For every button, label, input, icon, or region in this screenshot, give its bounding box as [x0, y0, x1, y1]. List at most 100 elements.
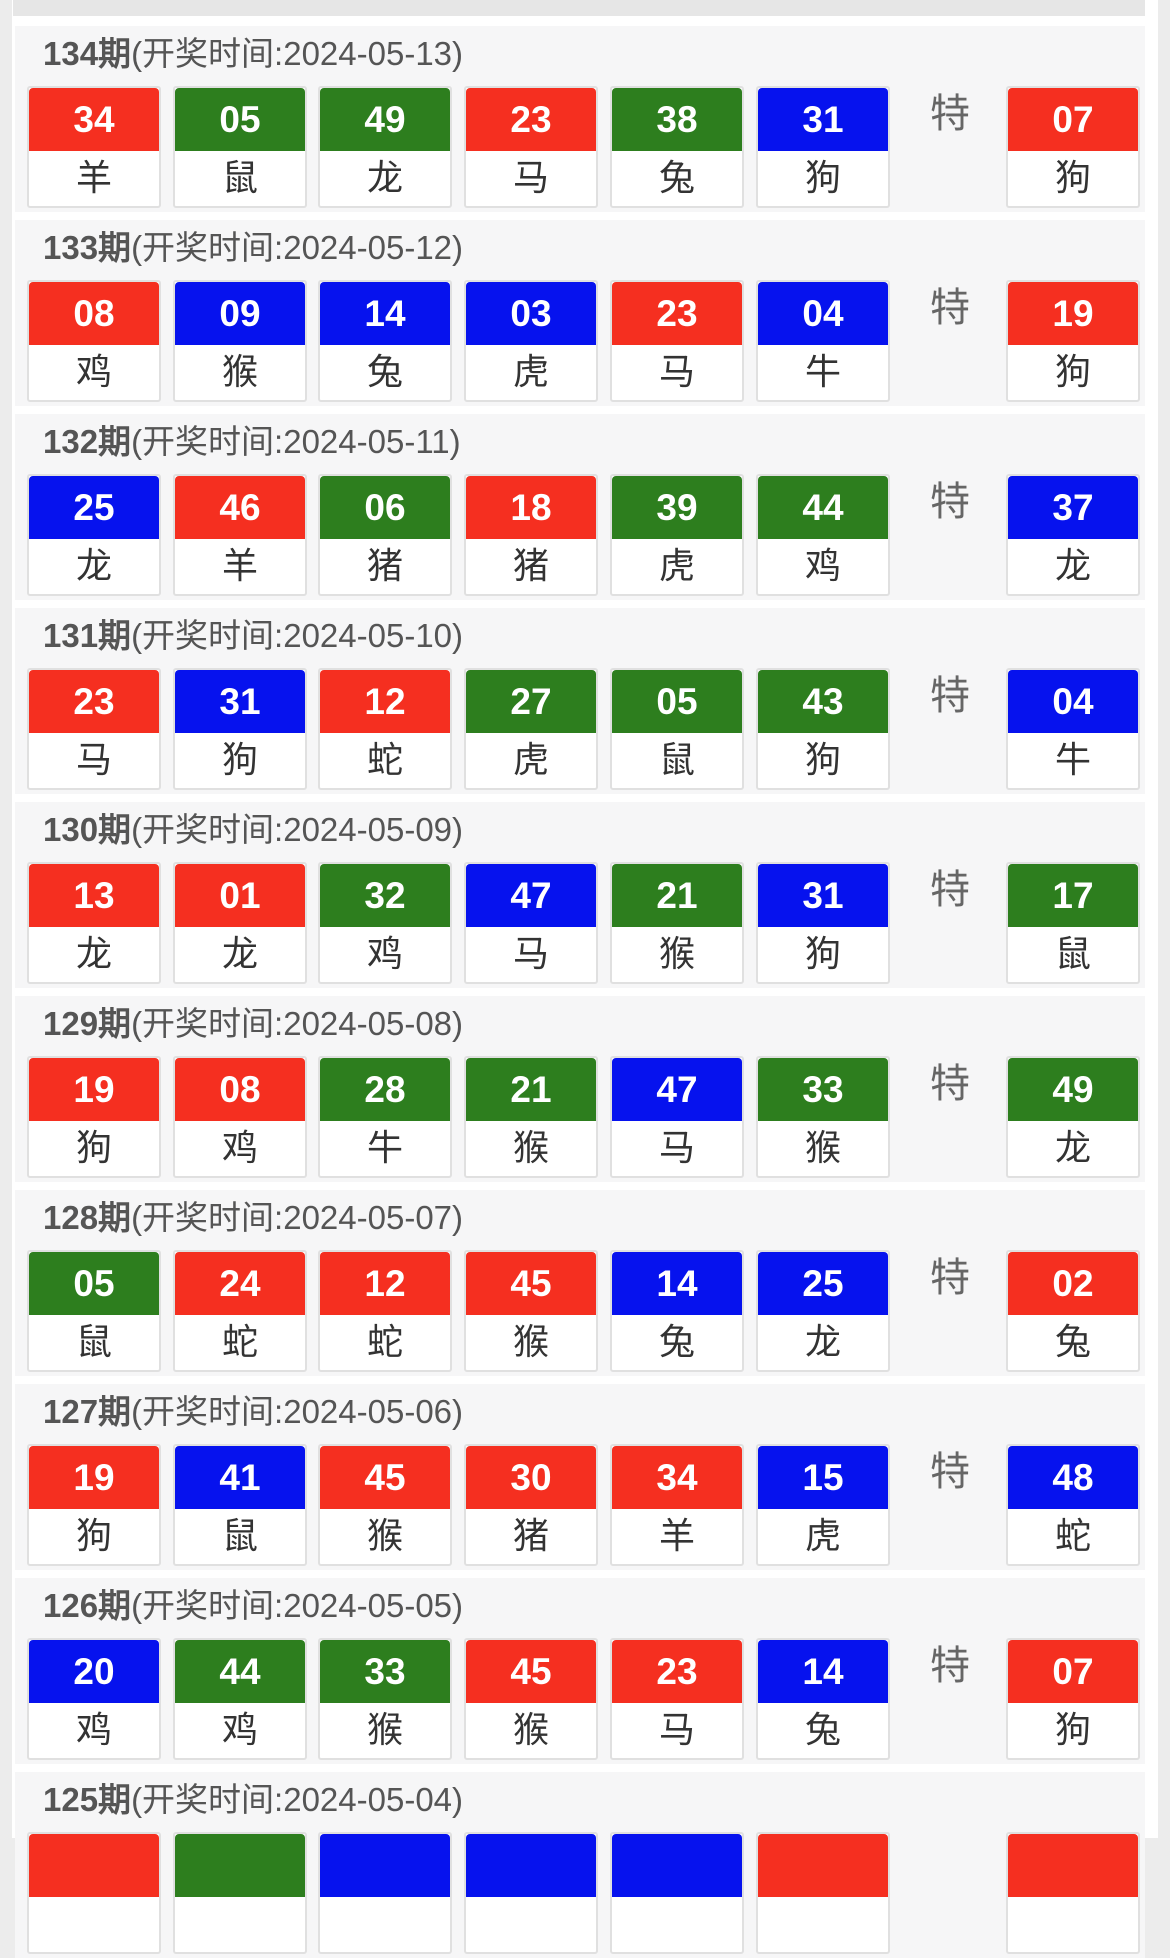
zodiac: 鼠 [75, 1322, 112, 1363]
ball-number: 48 [1008, 1446, 1138, 1509]
ball-tile: 19 狗 [27, 1444, 161, 1566]
ball-number: 17 [1008, 864, 1138, 927]
zodiac: 鸡 [804, 546, 841, 587]
draw-title: 127期(开奖时间:2024-05-06) [43, 1388, 463, 1436]
special-ball-tile: 02 兔 [1006, 1250, 1140, 1372]
draw-time: (开奖时间:2024-05-05) [131, 1587, 464, 1624]
zodiac: 猪 [512, 1516, 549, 1557]
ball-tile: 24 蛇 [173, 1250, 307, 1372]
draw-title: 129期(开奖时间:2024-05-08) [43, 1000, 463, 1048]
draw-title: 128期(开奖时间:2024-05-07) [43, 1194, 463, 1242]
zodiac: 狗 [1054, 158, 1091, 199]
zodiac: 猴 [366, 1516, 403, 1557]
special-label: 特 [930, 285, 970, 331]
draw-card: 134期(开奖时间:2024-05-13) 34 羊 05 鼠 49 龙 23 马 38 兔 31 狗 特… [15, 26, 1145, 212]
zodiac: 鼠 [221, 1516, 258, 1557]
zodiac: 鸡 [366, 934, 403, 975]
zodiac: 羊 [221, 546, 258, 587]
draw-card: 128期(开奖时间:2024-05-07) 05 鼠 24 蛇 12 蛇 45 猴 14 兔 25 龙 特… [15, 1190, 1145, 1376]
ball-number: 08 [175, 1058, 305, 1121]
special-label: 特 [930, 479, 970, 525]
zodiac: 虎 [512, 352, 549, 393]
ball-number: 09 [175, 282, 305, 345]
zodiac: 龙 [804, 1322, 841, 1363]
ball-tile: 13 龙 [27, 862, 161, 984]
ball-tile: 41 鼠 [173, 1444, 307, 1566]
ball-number: 43 [758, 670, 888, 733]
draw-title: 132期(开奖时间:2024-05-11) [43, 418, 461, 466]
ball-tile: 44 鸡 [756, 474, 890, 596]
zodiac: 羊 [658, 1516, 695, 1557]
ball-number: 14 [758, 1640, 888, 1703]
zodiac: 猴 [366, 1710, 403, 1751]
ball-tile: 31 狗 [756, 86, 890, 208]
ball-tile: 25 龙 [756, 1250, 890, 1372]
zodiac: 鸡 [221, 1128, 258, 1169]
zodiac: 猴 [512, 1710, 549, 1751]
draw-title: 131期(开奖时间:2024-05-10) [43, 612, 463, 660]
ball-tile: 14 兔 [318, 280, 452, 402]
issue-number: 129期 [43, 1005, 132, 1042]
ball-tile: 12 蛇 [318, 1250, 452, 1372]
ball-number: 02 [1008, 1252, 1138, 1315]
ball-number: 49 [1008, 1058, 1138, 1121]
ball-tile: 21 猴 [610, 862, 744, 984]
ball-tile: 39 虎 [610, 474, 744, 596]
ball-tile: 04 牛 [756, 280, 890, 402]
ball-number: 45 [466, 1640, 596, 1703]
ball-tile [27, 1832, 161, 1954]
draw-time: (开奖时间:2024-05-11) [131, 423, 461, 460]
ball-tile [173, 1832, 307, 1954]
zodiac: 狗 [75, 1516, 112, 1557]
ball-number: 15 [758, 1446, 888, 1509]
ball-number: 34 [29, 88, 159, 151]
zodiac: 猪 [366, 546, 403, 587]
zodiac: 马 [658, 352, 695, 393]
ball-tile: 33 猴 [756, 1056, 890, 1178]
ball-number: 07 [1008, 1640, 1138, 1703]
ball-number: 31 [758, 88, 888, 151]
ball-number: 39 [612, 476, 742, 539]
ball-tile: 03 虎 [464, 280, 598, 402]
zodiac: 蛇 [221, 1322, 258, 1363]
special-ball-tile: 48 蛇 [1006, 1444, 1140, 1566]
ball-number: 44 [175, 1640, 305, 1703]
zodiac: 蛇 [1054, 1516, 1091, 1557]
issue-number: 128期 [43, 1199, 132, 1236]
ball-number: 32 [320, 864, 450, 927]
special-label: 特 [930, 1643, 970, 1689]
ball-tile: 38 兔 [610, 86, 744, 208]
zodiac: 鸡 [75, 352, 112, 393]
ball-tile [318, 1832, 452, 1954]
ball-tile: 05 鼠 [173, 86, 307, 208]
zodiac: 虎 [658, 546, 695, 587]
ball-number: 30 [466, 1446, 596, 1509]
ball-number: 08 [29, 282, 159, 345]
draw-time: (开奖时间:2024-05-08) [131, 1005, 464, 1042]
ball-number: 33 [758, 1058, 888, 1121]
zodiac: 鼠 [1054, 934, 1091, 975]
ball-tile: 05 鼠 [27, 1250, 161, 1372]
special-ball-tile [1006, 1832, 1140, 1954]
ball-tile: 43 狗 [756, 668, 890, 790]
ball-tile: 01 龙 [173, 862, 307, 984]
issue-number: 131期 [43, 617, 132, 654]
ball-number: 14 [320, 282, 450, 345]
zodiac: 鼠 [221, 158, 258, 199]
ball-number: 23 [612, 282, 742, 345]
zodiac: 猴 [512, 1128, 549, 1169]
issue-number: 127期 [43, 1393, 132, 1430]
draw-card: 133期(开奖时间:2024-05-12) 08 鸡 09 猴 14 兔 03 虎 23 马 04 牛 特… [15, 220, 1145, 406]
ball-number: 04 [1008, 670, 1138, 733]
ball-tile: 05 鼠 [610, 668, 744, 790]
ball-number: 19 [29, 1058, 159, 1121]
ball-tile: 46 羊 [173, 474, 307, 596]
ball-tile: 14 兔 [756, 1638, 890, 1760]
ball-tile: 47 马 [610, 1056, 744, 1178]
special-label: 特 [930, 867, 970, 913]
ball-number: 21 [612, 864, 742, 927]
ball-number: 41 [175, 1446, 305, 1509]
draw-time: (开奖时间:2024-05-10) [131, 617, 464, 654]
zodiac: 龙 [75, 546, 112, 587]
zodiac: 马 [75, 740, 112, 781]
